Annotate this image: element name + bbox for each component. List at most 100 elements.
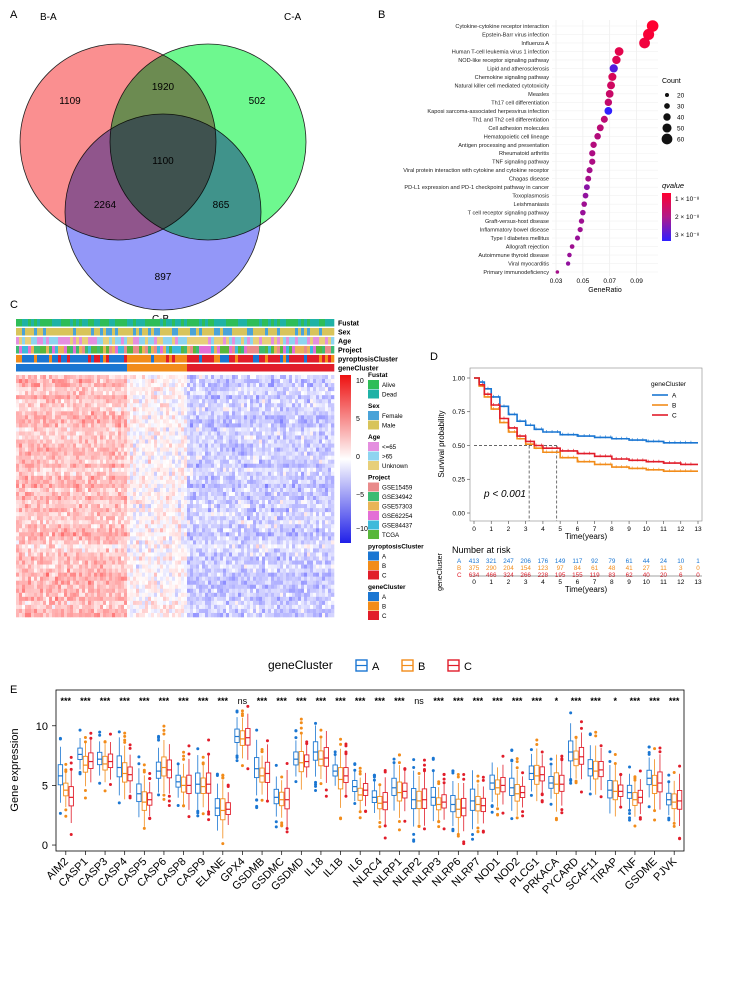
- heatmap-cell: [166, 375, 170, 380]
- heatmap-cell: [64, 379, 68, 384]
- annotation-cell: [136, 364, 140, 372]
- heatmap-cell: [166, 439, 170, 444]
- heatmap-cell: [82, 584, 86, 590]
- annotation-cell: [43, 319, 47, 327]
- heatmap-cell: [184, 427, 188, 432]
- heatmap-cell: [100, 500, 104, 505]
- heatmap-cell: [46, 475, 50, 481]
- heatmap-cell: [124, 427, 128, 432]
- heatmap-cell: [121, 383, 125, 388]
- heatmap-cell: [49, 584, 53, 590]
- heatmap-cell: [199, 500, 203, 505]
- heatmap-cell: [220, 423, 224, 428]
- heatmap-cell: [217, 395, 221, 400]
- heatmap-cell: [166, 443, 170, 448]
- heatmap-cell: [85, 504, 89, 509]
- annotation-cell: [220, 346, 224, 354]
- heatmap-cell: [181, 612, 185, 618]
- heatmap-cell: [199, 612, 203, 618]
- annotation-cell: [301, 319, 305, 327]
- annotation-cell: [217, 355, 221, 363]
- annotation-cell: [118, 319, 122, 327]
- heatmap-cell: [133, 580, 137, 586]
- heatmap-cell: [178, 455, 182, 460]
- heatmap-cell: [64, 439, 68, 444]
- heatmap-cell: [205, 496, 209, 501]
- heatmap-cell: [112, 399, 116, 404]
- heatmap-cell: [121, 556, 125, 561]
- heatmap-cell: [85, 608, 89, 614]
- heatmap-cell: [43, 391, 47, 396]
- heatmap-cell: [82, 512, 86, 517]
- heatmap-cell: [52, 504, 56, 509]
- heatmap-cell: [112, 576, 116, 581]
- heatmap-cell: [70, 487, 74, 493]
- heatmap-cell: [193, 604, 197, 610]
- heatmap-cell: [85, 576, 89, 581]
- heatmap-cell: [145, 564, 149, 569]
- heatmap-cell: [166, 491, 170, 497]
- heatmap-cell: [40, 508, 44, 513]
- heatmap-cell: [184, 379, 188, 384]
- heatmap-cell: [112, 500, 116, 505]
- annotation-cell: [244, 319, 248, 327]
- heatmap-cell: [25, 427, 29, 432]
- heatmap-cell: [136, 415, 140, 420]
- heatmap-cell: [214, 399, 218, 404]
- heatmap-cell: [103, 487, 107, 493]
- heatmap-cell: [166, 391, 170, 396]
- heatmap-cell: [193, 447, 197, 452]
- panel-c: C FustatSexAgeProjectpyroptosisClusterge…: [10, 299, 424, 620]
- heatmap-cell: [175, 584, 179, 590]
- annotation-cell: [274, 328, 278, 336]
- dotplot-term-label: Viral protein interaction with cytokine …: [403, 168, 549, 174]
- heatmap-cell: [49, 560, 53, 565]
- heatmap-cell: [16, 612, 20, 618]
- annotation-cell: [268, 364, 272, 372]
- heatmap-cell: [223, 415, 227, 420]
- heatmap-cell: [199, 431, 203, 436]
- heatmap-cell: [211, 395, 215, 400]
- heatmap-cell: [28, 536, 32, 541]
- heatmap-cell: [94, 532, 98, 537]
- heatmap-cell: [85, 528, 89, 533]
- heatmap-cell: [205, 584, 209, 590]
- heatmap-cell: [205, 500, 209, 505]
- heatmap-cell: [139, 423, 143, 428]
- heatmap-cell: [130, 403, 134, 408]
- annotation-cell: [106, 337, 110, 345]
- heatmap-cell: [169, 443, 173, 448]
- heatmap-cell: [94, 459, 98, 465]
- heatmap-cell: [205, 600, 209, 606]
- annotation-cell: [91, 319, 95, 327]
- heatmap-cell: [112, 580, 116, 586]
- heatmap-cell: [175, 496, 179, 501]
- dotplot-point: [594, 132, 601, 140]
- heatmap-cell: [223, 455, 227, 460]
- heatmap-cell: [34, 459, 38, 465]
- heatmap-cell: [151, 508, 155, 513]
- heatmap-cell: [40, 500, 44, 505]
- count-legend-label: 50: [677, 125, 685, 132]
- annotation-cell: [55, 355, 59, 363]
- heatmap-cell: [31, 604, 35, 610]
- heatmap-cell: [22, 439, 26, 444]
- heatmap-cell: [79, 584, 83, 590]
- heatmap-cell: [148, 375, 152, 380]
- heatmap-cell: [133, 504, 137, 509]
- annotation-cell: [172, 328, 176, 336]
- heatmap-cell: [43, 556, 47, 561]
- heatmap-cell: [154, 568, 158, 573]
- heatmap-cell: [40, 439, 44, 444]
- heatmap-cell: [112, 475, 116, 481]
- heatmap-cell: [76, 399, 80, 404]
- heatmap-cell: [169, 399, 173, 404]
- heatmap-cell: [91, 443, 95, 448]
- heatmap-cell: [43, 427, 47, 432]
- heatmap-cell: [208, 592, 212, 598]
- heatmap-cell: [148, 435, 152, 440]
- heatmap-cell: [22, 504, 26, 509]
- heatmap-cell: [211, 584, 215, 590]
- heatmap-cell: [94, 600, 98, 606]
- heatmap-cell: [61, 459, 65, 465]
